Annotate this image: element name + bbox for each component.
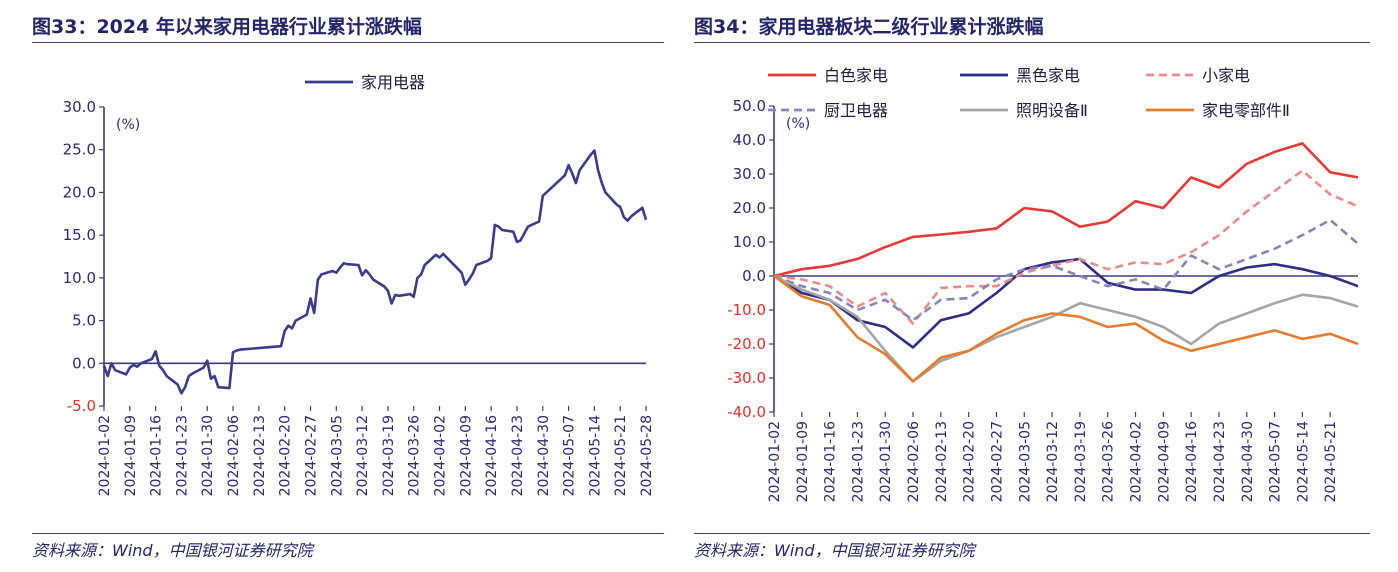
left-panel: 图33：2024 年以来家用电器行业累计涨跌幅 30.0 25.0 20.0 15.0… — [0, 0, 672, 572]
right-x-tick-label: 2024-01-02 — [767, 421, 783, 502]
left-y-tick-label: 0.0 — [72, 354, 96, 372]
right-line-chart: 50.0 40.0 30.0 20.0 10.0 0.0 -10.0 -20.0 -30.0 -4… — [727, 66, 1359, 502]
right-x-tick-label: 2024-02-13 — [934, 421, 950, 502]
right-x-tick-label: 2024-05-07 — [1268, 421, 1284, 502]
right-x-tick-label: 2024-01-16 — [823, 421, 839, 502]
left-x-tick-label: 2024-02-13 — [252, 415, 268, 496]
left-y-tick-label: 15.0 — [63, 226, 96, 244]
left-x-tick-label: 2024-05-14 — [587, 415, 603, 496]
right-y-tick-label: -30.0 — [727, 369, 766, 387]
left-x-tick-label: 2024-02-20 — [278, 415, 294, 496]
right-x-tick-label: 2024-04-16 — [1184, 421, 1200, 502]
left-x-tick-label: 2024-04-30 — [536, 415, 552, 496]
right-y-tick-label: 40.0 — [733, 131, 766, 149]
right-x-tick-label: 2024-03-19 — [1073, 421, 1089, 502]
left-title-rule — [32, 42, 664, 43]
left-y-tick-label: -5.0 — [67, 397, 96, 415]
right-x-tick-label: 2024-05-21 — [1323, 421, 1339, 502]
right-series-line-1 — [773, 257, 1359, 349]
right-series-line-3 — [773, 218, 1359, 322]
left-series-line-0 — [102, 149, 648, 395]
left-x-tick-label: 2024-01-16 — [149, 415, 165, 496]
right-series-line-4 — [773, 274, 1359, 383]
right-y-tick-label: 50.0 — [733, 97, 766, 115]
right-x-tick-label: 2024-02-27 — [989, 421, 1005, 502]
left-y-tick-label: 5.0 — [72, 312, 96, 330]
right-x-tick-label: 2024-02-06 — [906, 421, 922, 502]
left-x-tick-label: 2024-01-09 — [123, 415, 139, 496]
right-x-tick-label: 2024-03-05 — [1017, 421, 1033, 502]
right-y-tick-label: 30.0 — [733, 165, 766, 183]
left-y-tick-label: 20.0 — [63, 183, 96, 201]
left-x-tick-label: 2024-05-07 — [562, 415, 578, 496]
right-chart-title: 图34：家用电器板块二级行业累计涨跌幅 — [694, 16, 1044, 38]
right-x-tick-label: 2024-01-30 — [878, 421, 894, 502]
left-y-tick-label: 10.0 — [63, 269, 96, 287]
right-x-tick-label: 2024-02-20 — [962, 421, 978, 502]
right-x-tick-label: 2024-04-02 — [1129, 421, 1145, 502]
right-title-rule — [694, 42, 1370, 43]
left-x-tick-label: 2024-03-05 — [329, 415, 345, 496]
right-legend-label-2: 小家电 — [1202, 66, 1250, 85]
right-legend-label-5: 家电零部件Ⅱ — [1202, 101, 1290, 120]
left-x-tick-label: 2024-02-27 — [303, 415, 319, 496]
left-x-tick-label: 2024-03-19 — [381, 415, 397, 496]
right-legend-label-0: 白色家电 — [824, 66, 888, 85]
left-x-tick-label: 2024-03-12 — [355, 415, 371, 496]
left-x-tick-label: 2024-01-30 — [200, 415, 216, 496]
left-y-tick-label: 30.0 — [63, 98, 96, 116]
left-chart-title: 图33：2024 年以来家用电器行业累计涨跌幅 — [32, 16, 422, 38]
left-x-tick-label: 2024-04-02 — [433, 415, 449, 496]
right-legend-label-1: 黑色家电 — [1016, 66, 1080, 85]
right-series-line-0 — [773, 142, 1359, 278]
left-x-tick-label: 2024-04-23 — [510, 415, 526, 496]
right-y-tick-label: -10.0 — [727, 301, 766, 319]
right-x-tick-label: 2024-01-09 — [795, 421, 811, 502]
right-x-tick-label: 2024-04-09 — [1156, 421, 1172, 502]
left-x-tick-label: 2024-05-21 — [613, 415, 629, 496]
left-x-tick-label: 2024-01-23 — [174, 415, 190, 496]
right-footer-rule — [694, 533, 1370, 534]
left-source-note: 资料来源：Wind，中国银河证券研究院 — [32, 541, 313, 560]
right-legend-label-4: 照明设备Ⅱ — [1016, 101, 1088, 120]
right-panel: 图34：家用电器板块二级行业累计涨跌幅 50.0 40.0 30.0 20.0 10.0… — [690, 0, 1380, 572]
right-x-tick-label: 2024-03-26 — [1101, 421, 1117, 502]
left-x-tick-label: 2024-04-09 — [458, 415, 474, 496]
right-y-tick-label: -40.0 — [727, 403, 766, 421]
right-legend-label-3: 厨卫电器 — [824, 101, 888, 120]
right-x-tick-label: 2024-04-23 — [1212, 421, 1228, 502]
right-x-tick-label: 2024-03-12 — [1045, 421, 1061, 502]
right-x-tick-label: 2024-05-14 — [1295, 421, 1311, 502]
left-x-tick-label: 2024-02-06 — [226, 415, 242, 496]
right-y-tick-label: -20.0 — [727, 335, 766, 353]
left-x-tick-label: 2024-05-28 — [639, 415, 655, 496]
right-series-line-5 — [773, 274, 1359, 383]
left-y-unit-label: (%) — [116, 117, 140, 133]
right-y-tick-label: 20.0 — [733, 199, 766, 217]
right-source-note: 资料来源：Wind，中国银河证券研究院 — [694, 541, 975, 560]
right-x-tick-label: 2024-01-23 — [850, 421, 866, 502]
right-y-unit-label: (%) — [786, 116, 810, 132]
right-y-tick-label: 0.0 — [742, 267, 766, 285]
right-y-tick-label: 10.0 — [733, 233, 766, 251]
left-x-tick-label: 2024-01-02 — [97, 415, 113, 496]
right-x-tick-label: 2024-04-30 — [1240, 421, 1256, 502]
right-series-line-2 — [773, 169, 1359, 325]
left-y-tick-label: 25.0 — [63, 141, 96, 159]
left-legend-label-0: 家用电器 — [361, 73, 425, 92]
left-footer-rule — [32, 533, 664, 534]
left-x-tick-label: 2024-03-26 — [407, 415, 423, 496]
left-line-chart: 30.0 25.0 20.0 15.0 10.0 5.0 0.0 -5.0 (%) 2024-01… — [63, 73, 655, 496]
left-x-tick-label: 2024-04-16 — [484, 415, 500, 496]
